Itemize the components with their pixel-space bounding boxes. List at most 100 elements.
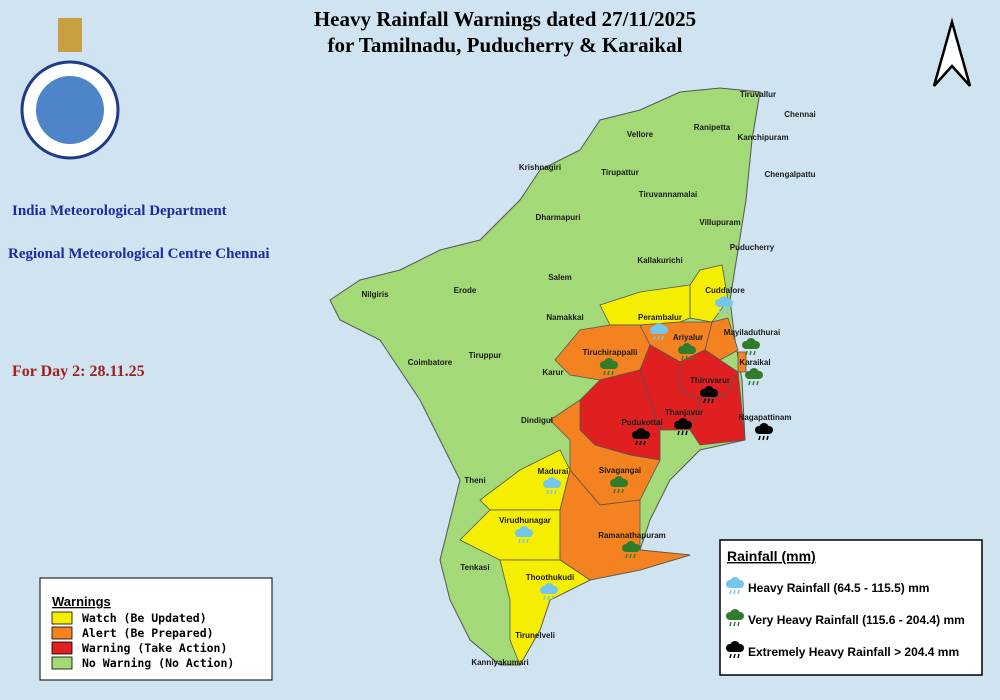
rain-icon-drop bbox=[657, 335, 660, 341]
district-label: Tiruvallur bbox=[740, 90, 776, 99]
rain-icon-cloud bbox=[544, 589, 554, 594]
rain-icon-drop bbox=[617, 488, 620, 494]
rain-icon-drop bbox=[677, 430, 680, 436]
rain-icon-drop bbox=[639, 440, 642, 446]
district-label: Krishnagiri bbox=[519, 163, 561, 172]
rain-icon-drop bbox=[551, 595, 554, 601]
rain-icon-drop bbox=[689, 355, 692, 361]
district-label: Karaikal bbox=[739, 358, 770, 367]
district-label: Thiruvarur bbox=[690, 376, 730, 385]
legend-title: Warnings bbox=[52, 594, 111, 609]
legend-label: Heavy Rainfall (64.5 - 115.5) mm bbox=[748, 581, 929, 595]
rain-icon-drop bbox=[703, 398, 706, 404]
rain-icon-drop bbox=[681, 430, 684, 436]
rain-icon-drop bbox=[729, 589, 732, 595]
rain-icon-drop bbox=[554, 489, 557, 495]
rain-icon-drop bbox=[737, 621, 740, 627]
rain-icon-drop bbox=[522, 538, 525, 544]
district-label: Kallakurichi bbox=[637, 256, 682, 265]
district-label: Ramanathapuram bbox=[598, 531, 666, 540]
rain-icon-drop bbox=[547, 595, 550, 601]
rain-icon-drop bbox=[611, 370, 614, 376]
district-label: Tirupattur bbox=[601, 168, 639, 177]
rain-icon-cloud bbox=[719, 302, 729, 307]
centre: Regional Meteorological Centre Chennai bbox=[8, 246, 270, 262]
district-label: Perambalur bbox=[638, 313, 682, 322]
rain-icon-drop bbox=[756, 380, 759, 386]
legend-swatch bbox=[51, 626, 73, 640]
rain-icon-drop bbox=[625, 553, 628, 559]
rain-icon-drop bbox=[748, 380, 751, 386]
rain-icon-drop bbox=[718, 308, 721, 314]
rain-icon-drop bbox=[762, 435, 765, 441]
rain-icon-drop bbox=[685, 355, 688, 361]
district-label: Tenkasi bbox=[460, 563, 489, 572]
rain-icon-drop bbox=[758, 435, 761, 441]
state-outline bbox=[329, 87, 761, 666]
district-label: Virudhunagar bbox=[499, 516, 551, 525]
rain-icon-cloud bbox=[704, 392, 714, 397]
rain-icon-cloud bbox=[682, 349, 692, 354]
district-label: Villupuram bbox=[699, 218, 740, 227]
emblem bbox=[20, 18, 120, 160]
rain-icon-drop bbox=[711, 398, 714, 404]
district-zone bbox=[559, 469, 691, 581]
district-label: Namakkal bbox=[546, 313, 583, 322]
district-label: Tirunelveli bbox=[515, 631, 555, 640]
rain-icon-drop bbox=[635, 440, 638, 446]
rain-icon-drop bbox=[546, 489, 549, 495]
district-label: Salem bbox=[548, 273, 572, 282]
district-label: Dindigul bbox=[521, 416, 553, 425]
legend-swatch bbox=[51, 656, 73, 670]
rain-icon-cloud bbox=[519, 532, 529, 537]
rain-icon-cloud bbox=[547, 483, 557, 488]
rain-icon-drop bbox=[737, 589, 740, 595]
rain-icon-drop bbox=[643, 440, 646, 446]
rain-icon-drop bbox=[613, 488, 616, 494]
north-arrow bbox=[932, 17, 972, 87]
rain-icon-cloud bbox=[749, 374, 759, 379]
district-label: Puducherry bbox=[730, 243, 775, 252]
rain-icon-drop bbox=[766, 435, 769, 441]
legend-label: No Warning (No Action) bbox=[82, 656, 234, 670]
district-label: Nagapattinam bbox=[739, 413, 792, 422]
district-label: Tiruppur bbox=[469, 351, 502, 360]
legend-label: Very Heavy Rainfall (115.6 - 204.4) mm bbox=[748, 613, 965, 627]
rain-icon-drop bbox=[681, 355, 684, 361]
rain-icon-drop bbox=[653, 335, 656, 341]
district-label: Vellore bbox=[627, 130, 654, 139]
district-label: Dharmapuri bbox=[536, 213, 581, 222]
legend-swatch bbox=[51, 641, 73, 655]
district-label: Tiruchirappalli bbox=[583, 348, 638, 357]
district-label: Erode bbox=[454, 286, 477, 295]
district-label: Chengalpattu bbox=[764, 170, 815, 179]
legend-label: Watch (Be Updated) bbox=[82, 611, 207, 625]
rain-icon-cloud bbox=[746, 344, 756, 349]
rain-icon-drop bbox=[753, 350, 756, 356]
district-label: Kanchipuram bbox=[737, 133, 788, 142]
district-label: Tiruvannamalai bbox=[639, 190, 698, 199]
day-label: For Day 2: 28.11.25 bbox=[12, 363, 145, 380]
district-label: Sivagangai bbox=[599, 466, 641, 475]
rain-icon-cloud bbox=[654, 329, 664, 334]
district-label: Thanjavur bbox=[665, 408, 703, 417]
district-label: Coimbatore bbox=[408, 358, 453, 367]
district-zone bbox=[737, 351, 747, 373]
rain-icon-drop bbox=[629, 553, 632, 559]
rain-icon-drop bbox=[729, 621, 732, 627]
rain-icon-drop bbox=[726, 308, 729, 314]
district-label: Karur bbox=[542, 368, 563, 377]
rain-icon-drop bbox=[733, 589, 736, 595]
rain-icon-drop bbox=[733, 653, 736, 659]
district-label: Pudukottai bbox=[621, 418, 662, 427]
district-label: Cuddalore bbox=[705, 286, 745, 295]
rain-icon-drop bbox=[749, 350, 752, 356]
district-zone bbox=[689, 370, 746, 446]
rain-icon-drop bbox=[621, 488, 624, 494]
legend-label: Extremely Heavy Rainfall > 204.4 mm bbox=[748, 645, 959, 659]
district-label: Theni bbox=[464, 476, 485, 485]
rainfall-legend: Rainfall (mm) Heavy Rainfall (64.5 - 115.… bbox=[719, 539, 983, 676]
legend-label: Warning (Take Action) bbox=[82, 641, 227, 655]
rain-icon-drop bbox=[722, 308, 725, 314]
